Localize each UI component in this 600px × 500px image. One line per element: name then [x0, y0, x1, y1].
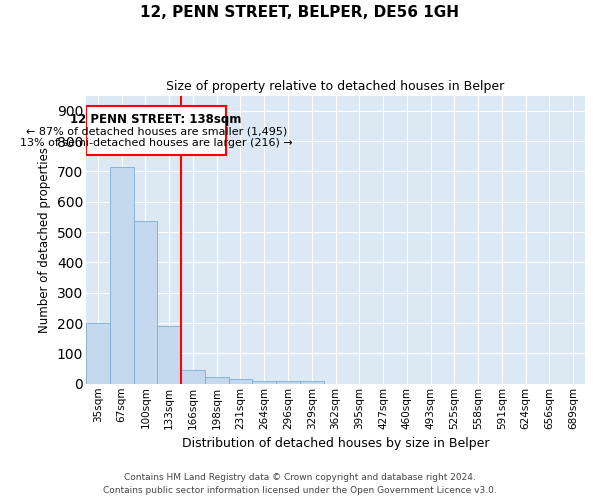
- Bar: [229, 379, 253, 384]
- Bar: [157, 326, 181, 384]
- Text: 13% of semi-detached houses are larger (216) →: 13% of semi-detached houses are larger (…: [20, 138, 293, 147]
- Bar: [300, 380, 323, 384]
- Title: Size of property relative to detached houses in Belper: Size of property relative to detached ho…: [166, 80, 505, 93]
- Bar: [86, 323, 110, 384]
- Text: Contains HM Land Registry data © Crown copyright and database right 2024.
Contai: Contains HM Land Registry data © Crown c…: [103, 474, 497, 495]
- Bar: [181, 370, 205, 384]
- Bar: [134, 222, 157, 384]
- Text: 12 PENN STREET: 138sqm: 12 PENN STREET: 138sqm: [70, 113, 242, 126]
- Bar: [110, 167, 134, 384]
- X-axis label: Distribution of detached houses by size in Belper: Distribution of detached houses by size …: [182, 437, 489, 450]
- Bar: [276, 382, 300, 384]
- Bar: [205, 377, 229, 384]
- Bar: [253, 380, 276, 384]
- FancyBboxPatch shape: [86, 106, 226, 154]
- Y-axis label: Number of detached properties: Number of detached properties: [38, 146, 52, 332]
- Text: ← 87% of detached houses are smaller (1,495): ← 87% of detached houses are smaller (1,…: [26, 126, 287, 136]
- Text: 12, PENN STREET, BELPER, DE56 1GH: 12, PENN STREET, BELPER, DE56 1GH: [140, 5, 460, 20]
